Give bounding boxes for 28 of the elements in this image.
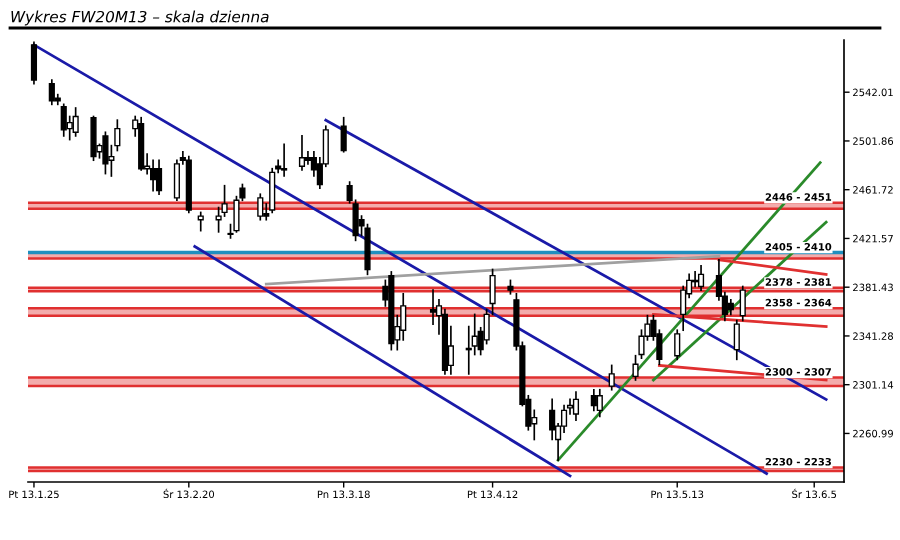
candlestick — [173, 159, 180, 202]
candlestick — [138, 116, 145, 171]
candlestick — [72, 107, 79, 137]
candlestick — [90, 115, 97, 162]
candlestick — [590, 388, 597, 412]
candlestick — [596, 388, 603, 418]
candlestick — [197, 211, 204, 232]
candlestick — [102, 131, 109, 175]
candlestick — [150, 159, 157, 192]
candlestick — [281, 143, 288, 177]
candlestick — [298, 135, 306, 171]
candlestick — [30, 41, 38, 85]
candlestick — [257, 193, 264, 221]
candlestick — [572, 391, 580, 421]
candlestick — [155, 159, 163, 196]
candlestick — [340, 116, 347, 153]
candlestick — [608, 364, 615, 391]
candlestick — [674, 329, 681, 361]
candlestick — [364, 223, 371, 276]
candlestick — [632, 354, 639, 381]
candlestick — [733, 319, 740, 361]
candlestick — [60, 103, 67, 137]
candlestick — [304, 150, 312, 165]
candlestick — [269, 167, 276, 214]
candlestick — [48, 79, 55, 106]
candlestick — [429, 289, 437, 325]
candlestick — [697, 265, 705, 291]
candlestick — [739, 285, 746, 322]
